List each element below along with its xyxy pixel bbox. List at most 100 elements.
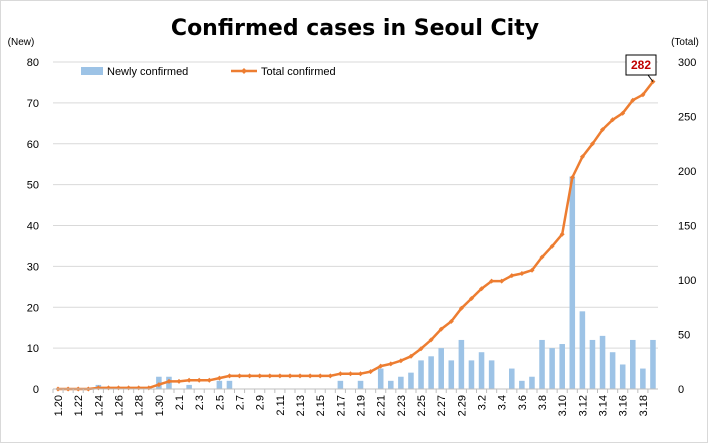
x-tick-label: 1.22 xyxy=(73,395,85,416)
point-total-confirmed xyxy=(126,385,132,391)
x-tick-label: 2.25 xyxy=(416,395,428,416)
bar-newly-confirmed xyxy=(388,380,394,389)
bar-newly-confirmed xyxy=(458,339,465,389)
y-right-tick-label: 150 xyxy=(678,221,696,233)
bar-newly-confirmed xyxy=(357,380,364,389)
point-total-confirmed xyxy=(418,346,424,352)
point-total-confirmed xyxy=(358,371,363,377)
bar-newly-confirmed xyxy=(630,339,636,389)
point-total-confirmed xyxy=(610,117,616,123)
y-right-tick-label: 0 xyxy=(678,384,684,396)
x-tick-label: 3.4 xyxy=(497,395,509,410)
x-tick-label: 3.14 xyxy=(598,395,610,416)
x-tick-label: 3.2 xyxy=(477,395,489,410)
bar-newly-confirmed xyxy=(428,356,434,389)
x-tick-label: 3.10 xyxy=(557,395,569,416)
point-total-confirmed xyxy=(206,377,212,383)
bar-newly-confirmed xyxy=(509,368,515,389)
callout-label: 282 xyxy=(631,58,651,72)
line-total-confirmed xyxy=(58,80,654,391)
bar-newly-confirmed xyxy=(408,372,414,389)
point-total-confirmed xyxy=(398,358,404,364)
point-total-confirmed xyxy=(176,378,182,384)
callout-box xyxy=(625,54,657,76)
left-axis-unit: (New) xyxy=(8,37,35,48)
x-tick-label: 2.9 xyxy=(255,395,267,410)
bar-newly-confirmed xyxy=(468,360,475,389)
x-tick-label: 3.12 xyxy=(577,395,589,416)
bar-newly-confirmed xyxy=(579,311,586,389)
x-tick-label: 2.23 xyxy=(396,395,408,416)
x-tick-label: 1.24 xyxy=(93,395,105,416)
point-total-confirmed xyxy=(368,369,374,375)
axes: 0 10 20 30 40 50 60 70 80 0 50 100 150 200 250 300 1.20 1… xyxy=(27,57,697,416)
bar-newly-confirmed xyxy=(398,376,404,389)
point-total-confirmed xyxy=(509,273,515,279)
y-left-tick-label: 60 xyxy=(27,139,39,151)
x-tick-label: 2.29 xyxy=(456,395,468,416)
y-left-tick-label: 0 xyxy=(33,384,39,396)
x-tick-label: 2.15 xyxy=(315,395,327,416)
point-total-confirmed xyxy=(620,110,626,116)
point-total-confirmed xyxy=(630,97,636,103)
x-tick-label: 1.28 xyxy=(134,395,146,416)
point-total-confirmed xyxy=(529,267,535,273)
point-total-confirmed xyxy=(247,373,253,379)
point-total-confirmed xyxy=(489,278,495,284)
point-total-confirmed xyxy=(166,378,172,384)
point-total-confirmed xyxy=(216,375,222,381)
point-total-confirmed xyxy=(479,286,484,292)
point-total-confirmed xyxy=(469,296,474,301)
bar-newly-confirmed xyxy=(216,380,223,389)
legend-swatch-new xyxy=(81,67,103,75)
chart-title: Confirmed cases in Seoul City xyxy=(171,16,539,41)
y-right-tick-label: 250 xyxy=(678,112,696,124)
point-total-confirmed xyxy=(186,377,192,383)
point-total-confirmed xyxy=(327,373,333,379)
x-tick-label: 2.11 xyxy=(275,395,287,416)
point-total-confirmed xyxy=(499,278,505,284)
point-total-confirmed xyxy=(388,361,394,367)
point-total-confirmed xyxy=(277,373,283,379)
bar-newly-confirmed xyxy=(559,344,565,389)
point-total-confirmed xyxy=(378,363,384,369)
point-total-confirmed xyxy=(519,271,525,276)
point-total-confirmed xyxy=(448,318,454,324)
right-axis-unit: (Total) xyxy=(671,37,699,48)
bar-newly-confirmed xyxy=(377,368,384,389)
point-total-confirmed xyxy=(408,353,414,359)
point-total-confirmed xyxy=(227,373,232,379)
bar-newly-confirmed xyxy=(589,339,596,389)
point-total-confirmed xyxy=(640,92,646,98)
bar-newly-confirmed xyxy=(529,376,535,389)
y-right-tick-label: 50 xyxy=(678,330,690,342)
x-tick-label: 1.30 xyxy=(154,395,166,416)
bar-newly-confirmed xyxy=(640,368,646,389)
x-tick-label: 2.5 xyxy=(214,395,226,410)
y-right-tick-label: 100 xyxy=(678,275,696,287)
y-left-tick-label: 80 xyxy=(27,57,39,69)
y-right-tick-label: 300 xyxy=(678,57,696,69)
x-tick-label: 1.26 xyxy=(114,395,126,416)
point-total-confirmed xyxy=(579,154,585,160)
point-total-confirmed xyxy=(539,254,545,260)
new-cases-bars xyxy=(95,176,656,389)
x-tick-label: 2.27 xyxy=(436,395,448,416)
point-total-confirmed xyxy=(297,373,303,379)
y-left-tick-label: 40 xyxy=(27,221,39,233)
point-total-confirmed xyxy=(590,141,595,147)
point-total-confirmed xyxy=(106,385,111,391)
total-cases-line xyxy=(55,79,656,392)
y-left-tick-label: 50 xyxy=(27,180,39,192)
y-left-tick-label: 10 xyxy=(27,343,39,355)
bar-newly-confirmed xyxy=(226,380,233,389)
bar-newly-confirmed xyxy=(609,352,616,389)
x-tick-label: 2.13 xyxy=(295,395,307,416)
point-total-confirmed xyxy=(600,127,605,133)
bar-newly-confirmed xyxy=(488,360,495,389)
bar-newly-confirmed xyxy=(438,348,444,389)
x-tick-label: 2.19 xyxy=(356,395,368,416)
x-tick-label: 2.3 xyxy=(194,395,206,410)
